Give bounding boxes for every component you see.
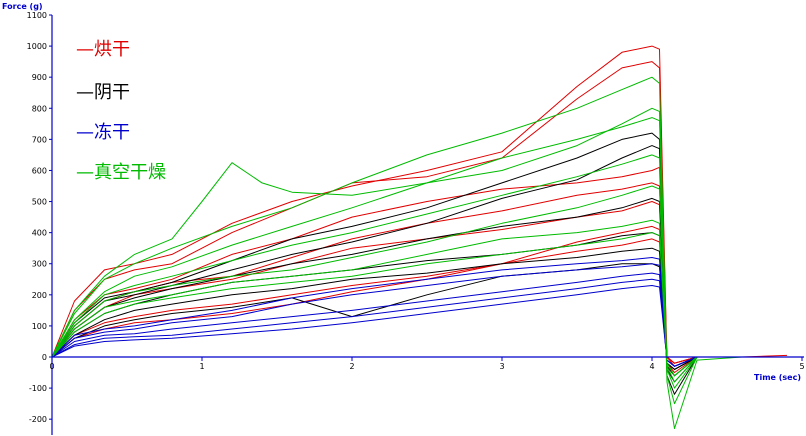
y-tick-label: 0 bbox=[42, 353, 47, 362]
y-tick-label: 400 bbox=[32, 229, 47, 238]
y-tick-label: 800 bbox=[32, 104, 47, 113]
legend-entry-dong-gan: —冻干 bbox=[76, 122, 130, 143]
y-tick-label: 100 bbox=[32, 322, 47, 331]
series-line-19 bbox=[51, 107, 787, 429]
legend-entry-hong-gan: —烘干 bbox=[76, 39, 130, 60]
y-tick-label: 200 bbox=[32, 291, 47, 300]
series-layer bbox=[51, 45, 788, 429]
y-tick-label: -200 bbox=[29, 415, 47, 424]
series-line-3 bbox=[51, 166, 787, 367]
x-tick-label: 1 bbox=[199, 362, 204, 371]
series-line-11 bbox=[51, 232, 787, 370]
legend-entry-yin-gan: —阴干 bbox=[76, 82, 130, 103]
x-tick-label: 4 bbox=[649, 362, 654, 371]
x-tick-label: 2 bbox=[349, 362, 354, 371]
series-line-21 bbox=[51, 117, 787, 389]
x-tick-label: 3 bbox=[499, 362, 504, 371]
series-line-2 bbox=[51, 61, 788, 377]
series-line-7 bbox=[51, 225, 787, 364]
y-tick-label: 600 bbox=[32, 166, 47, 175]
x-axis-title: Time (sec) bbox=[754, 373, 801, 382]
y-tick-label: 300 bbox=[32, 260, 47, 269]
series-line-17 bbox=[51, 278, 787, 367]
y-tick-label: -100 bbox=[29, 384, 47, 393]
y-tick-label: 500 bbox=[32, 198, 47, 207]
series-line-22 bbox=[51, 154, 787, 383]
y-tick-label: 1000 bbox=[27, 42, 47, 51]
series-line-6 bbox=[51, 238, 787, 364]
series-line-25 bbox=[51, 232, 787, 377]
x-tick-label: 0 bbox=[49, 362, 54, 371]
series-line-12 bbox=[51, 247, 787, 370]
series-line-20 bbox=[51, 76, 787, 405]
y-tick-label: 1100 bbox=[27, 11, 47, 20]
legend: —烘干 —阴干 —冻干 —真空干燥 bbox=[76, 39, 166, 183]
series-line-18 bbox=[51, 285, 787, 367]
y-axis-title: Force (g) bbox=[2, 2, 43, 11]
x-tick-label: 5 bbox=[799, 362, 804, 371]
y-tick-label: 700 bbox=[32, 135, 47, 144]
tick-layer: -200 -100 0 100 200 300 400 500 600 700 800 900 1000… bbox=[27, 11, 805, 424]
axes-layer bbox=[51, 15, 804, 435]
y-tick-label: 900 bbox=[32, 73, 47, 82]
series-line-13 bbox=[51, 263, 787, 370]
legend-entry-zhen-kong-gan-zao: —真空干燥 bbox=[76, 162, 166, 183]
